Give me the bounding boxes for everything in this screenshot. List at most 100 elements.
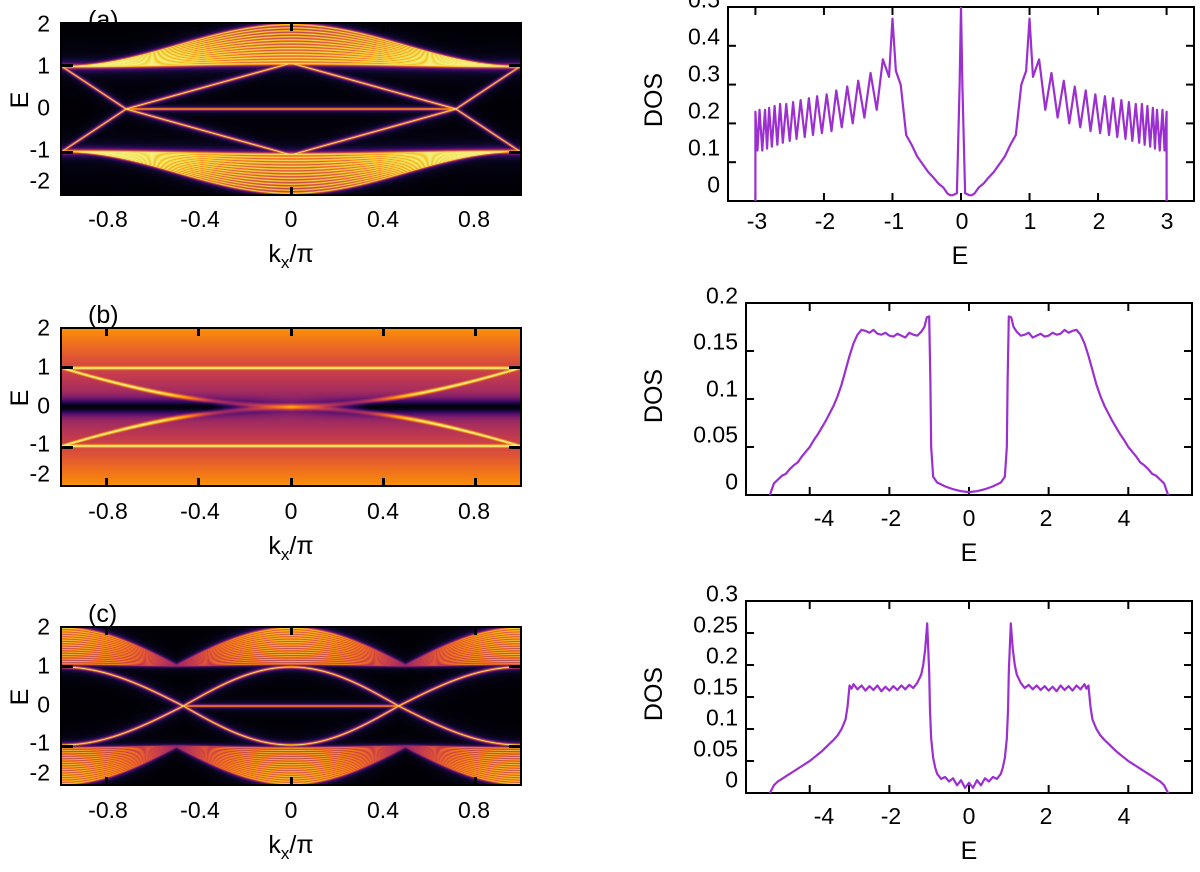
- dos-a-plot: [727, 6, 1195, 202]
- dos-b-xtick-3: 2: [1039, 505, 1053, 531]
- panel-a-ytick-4: -2: [29, 167, 50, 194]
- dos-a-ytick-1: 0.1: [688, 134, 720, 161]
- panel-a-xtickmark-0: [104, 22, 108, 31]
- dos-a-xtick-5: 2: [1092, 208, 1106, 234]
- panel-b-ytickmark-0: [60, 365, 73, 369]
- panel-a-ytick-1: 1: [37, 52, 50, 79]
- dos-a-xlabel: E: [951, 242, 969, 270]
- panel-b-heatmap: [62, 329, 520, 485]
- panel-b-xtickmark-0: [104, 327, 108, 336]
- dos-curve: [768, 622, 1170, 793]
- panel-c-ytickmark-1: [509, 744, 522, 748]
- panel-b-ytick-1: 1: [37, 353, 50, 380]
- panel-a-xtick-1: -0.4: [180, 206, 220, 232]
- dos-a-xtick-4: 1: [1023, 208, 1037, 234]
- panel-a-xtick-4: 0.8: [458, 206, 490, 232]
- dos-c-ytick-3: 0.15: [693, 673, 738, 700]
- panel-c-xtickmark-3: [381, 777, 385, 786]
- panel-c-xtickmark-1: [197, 626, 201, 635]
- panel-a-xlabel-main: k: [268, 240, 281, 268]
- dos-a-xtick-6: 3: [1160, 208, 1174, 234]
- dos-b-ytick-4: 0.2: [706, 282, 738, 309]
- panel-c-xtickmark-2: [289, 777, 293, 786]
- panel-c-ylabel: E: [6, 688, 34, 706]
- panel-b-xtickmark-4: [474, 327, 478, 336]
- dos-c-ytick-4: 0.2: [706, 642, 738, 669]
- panel-c-xlabel-main: k: [268, 831, 281, 859]
- panel-c-ytick-3: -1: [29, 729, 50, 756]
- dos-c-ytick-0: 0: [725, 766, 738, 793]
- panel-b-xtick-2: 0: [284, 498, 298, 524]
- panel-a-xtick-2: 0: [284, 206, 298, 232]
- dos-c-ytick-2: 0.1: [706, 704, 738, 731]
- panel-b-xtickmark-2: [289, 327, 293, 336]
- panel-b-xtickmark-3: [381, 327, 385, 336]
- panel-c-ytickmark-1: [60, 744, 73, 748]
- panel-a-xtickmark-1: [197, 22, 201, 31]
- panel-b-xlabel-tail: /π: [289, 532, 314, 560]
- panel-a-ytickmark-0: [509, 64, 522, 67]
- panel-a-xlabel-tail: /π: [289, 240, 314, 268]
- dos-c-plot: [745, 600, 1193, 794]
- dos-c-xlabel: E: [960, 837, 978, 865]
- dos-a-ytick-4: 0.4: [688, 23, 720, 50]
- panel-b-ytickmark-1: [509, 445, 522, 449]
- panel-a-xtickmark-4: [474, 22, 478, 31]
- panel-c-xtickmark-1: [197, 777, 201, 786]
- dos-c-xtick-1: -2: [880, 803, 902, 829]
- panel-c-ytick-0: 2: [37, 613, 50, 640]
- panel-c-xtickmark-4: [474, 777, 478, 786]
- panel-a-ytick-2: 0: [37, 94, 50, 121]
- panel-c-ytick-1: 1: [37, 652, 50, 679]
- panel-b-xtickmark-4: [474, 478, 478, 487]
- panel-c-ytick-4: -2: [29, 759, 50, 786]
- panel-c-xtick-4: 0.8: [458, 797, 490, 823]
- panel-a-xtickmark-2: [289, 187, 293, 196]
- panel-b-ytick-0: 2: [37, 314, 50, 341]
- dos-a-ytick-3: 0.3: [688, 60, 720, 87]
- panel-a-ytickmark-1: [509, 151, 522, 154]
- panel-b-ytick-4: -2: [29, 460, 50, 487]
- dos-b-ytick-2: 0.1: [706, 375, 738, 402]
- panel-c-xtickmark-2: [289, 626, 293, 635]
- panel-a-xtickmark-4: [474, 187, 478, 196]
- panel-c-tag: (c): [88, 600, 118, 628]
- panel-a-xtick-3: 0.4: [367, 206, 399, 232]
- panel-b-ylabel: E: [6, 389, 34, 407]
- dos-c-xtick-0: -4: [813, 803, 835, 829]
- panel-c-frame: [60, 626, 522, 786]
- panel-a-ytickmark-1: [60, 151, 73, 154]
- dos-a-ylabel: DOS: [640, 72, 668, 128]
- dos-curve: [768, 315, 1170, 495]
- dos-c-xtick-3: 2: [1039, 803, 1053, 829]
- dos-b-xtick-2: 0: [962, 505, 976, 531]
- panel-b-xtickmark-1: [197, 478, 201, 487]
- dos-a-ytick-5: 0.5: [688, 0, 720, 12]
- panel-b-ytick-2: 0: [37, 392, 50, 419]
- dos-a-xtick-2: -1: [883, 208, 905, 234]
- panel-a-xtickmark-2: [289, 22, 293, 31]
- panel-c-xtick-3: 0.4: [367, 797, 399, 823]
- panel-c-xtickmark-3: [381, 626, 385, 635]
- panel-b-xtick-0: -0.8: [88, 498, 128, 524]
- panel-a-xtickmark-3: [381, 187, 385, 196]
- panel-b-xlabel-sub: x: [280, 544, 290, 564]
- panel-b-xtickmark-2: [289, 478, 293, 487]
- dos-b-ytick-1: 0.05: [693, 421, 738, 448]
- dos-a-xtick-1: -2: [814, 208, 836, 234]
- panel-b-xlabel: kx/π: [268, 532, 313, 565]
- dos-b-plot: [745, 302, 1193, 496]
- dos-c-ylabel: DOS: [640, 666, 668, 722]
- panel-c-ytick-2: 0: [37, 691, 50, 718]
- panel-b-ytickmark-0: [509, 365, 522, 369]
- panel-c-xlabel-tail: /π: [289, 831, 314, 859]
- panel-b-xtick-1: -0.4: [180, 498, 220, 524]
- panel-a-ytickmark-0: [60, 64, 73, 67]
- panel-b-xtick-3: 0.4: [367, 498, 399, 524]
- panel-a-ytick-0: 2: [37, 10, 50, 37]
- panel-c-xtick-1: -0.4: [180, 797, 220, 823]
- dos-b-xtick-0: -4: [813, 505, 835, 531]
- dos-b-xlabel: E: [960, 539, 978, 567]
- panel-b-frame: [60, 327, 522, 487]
